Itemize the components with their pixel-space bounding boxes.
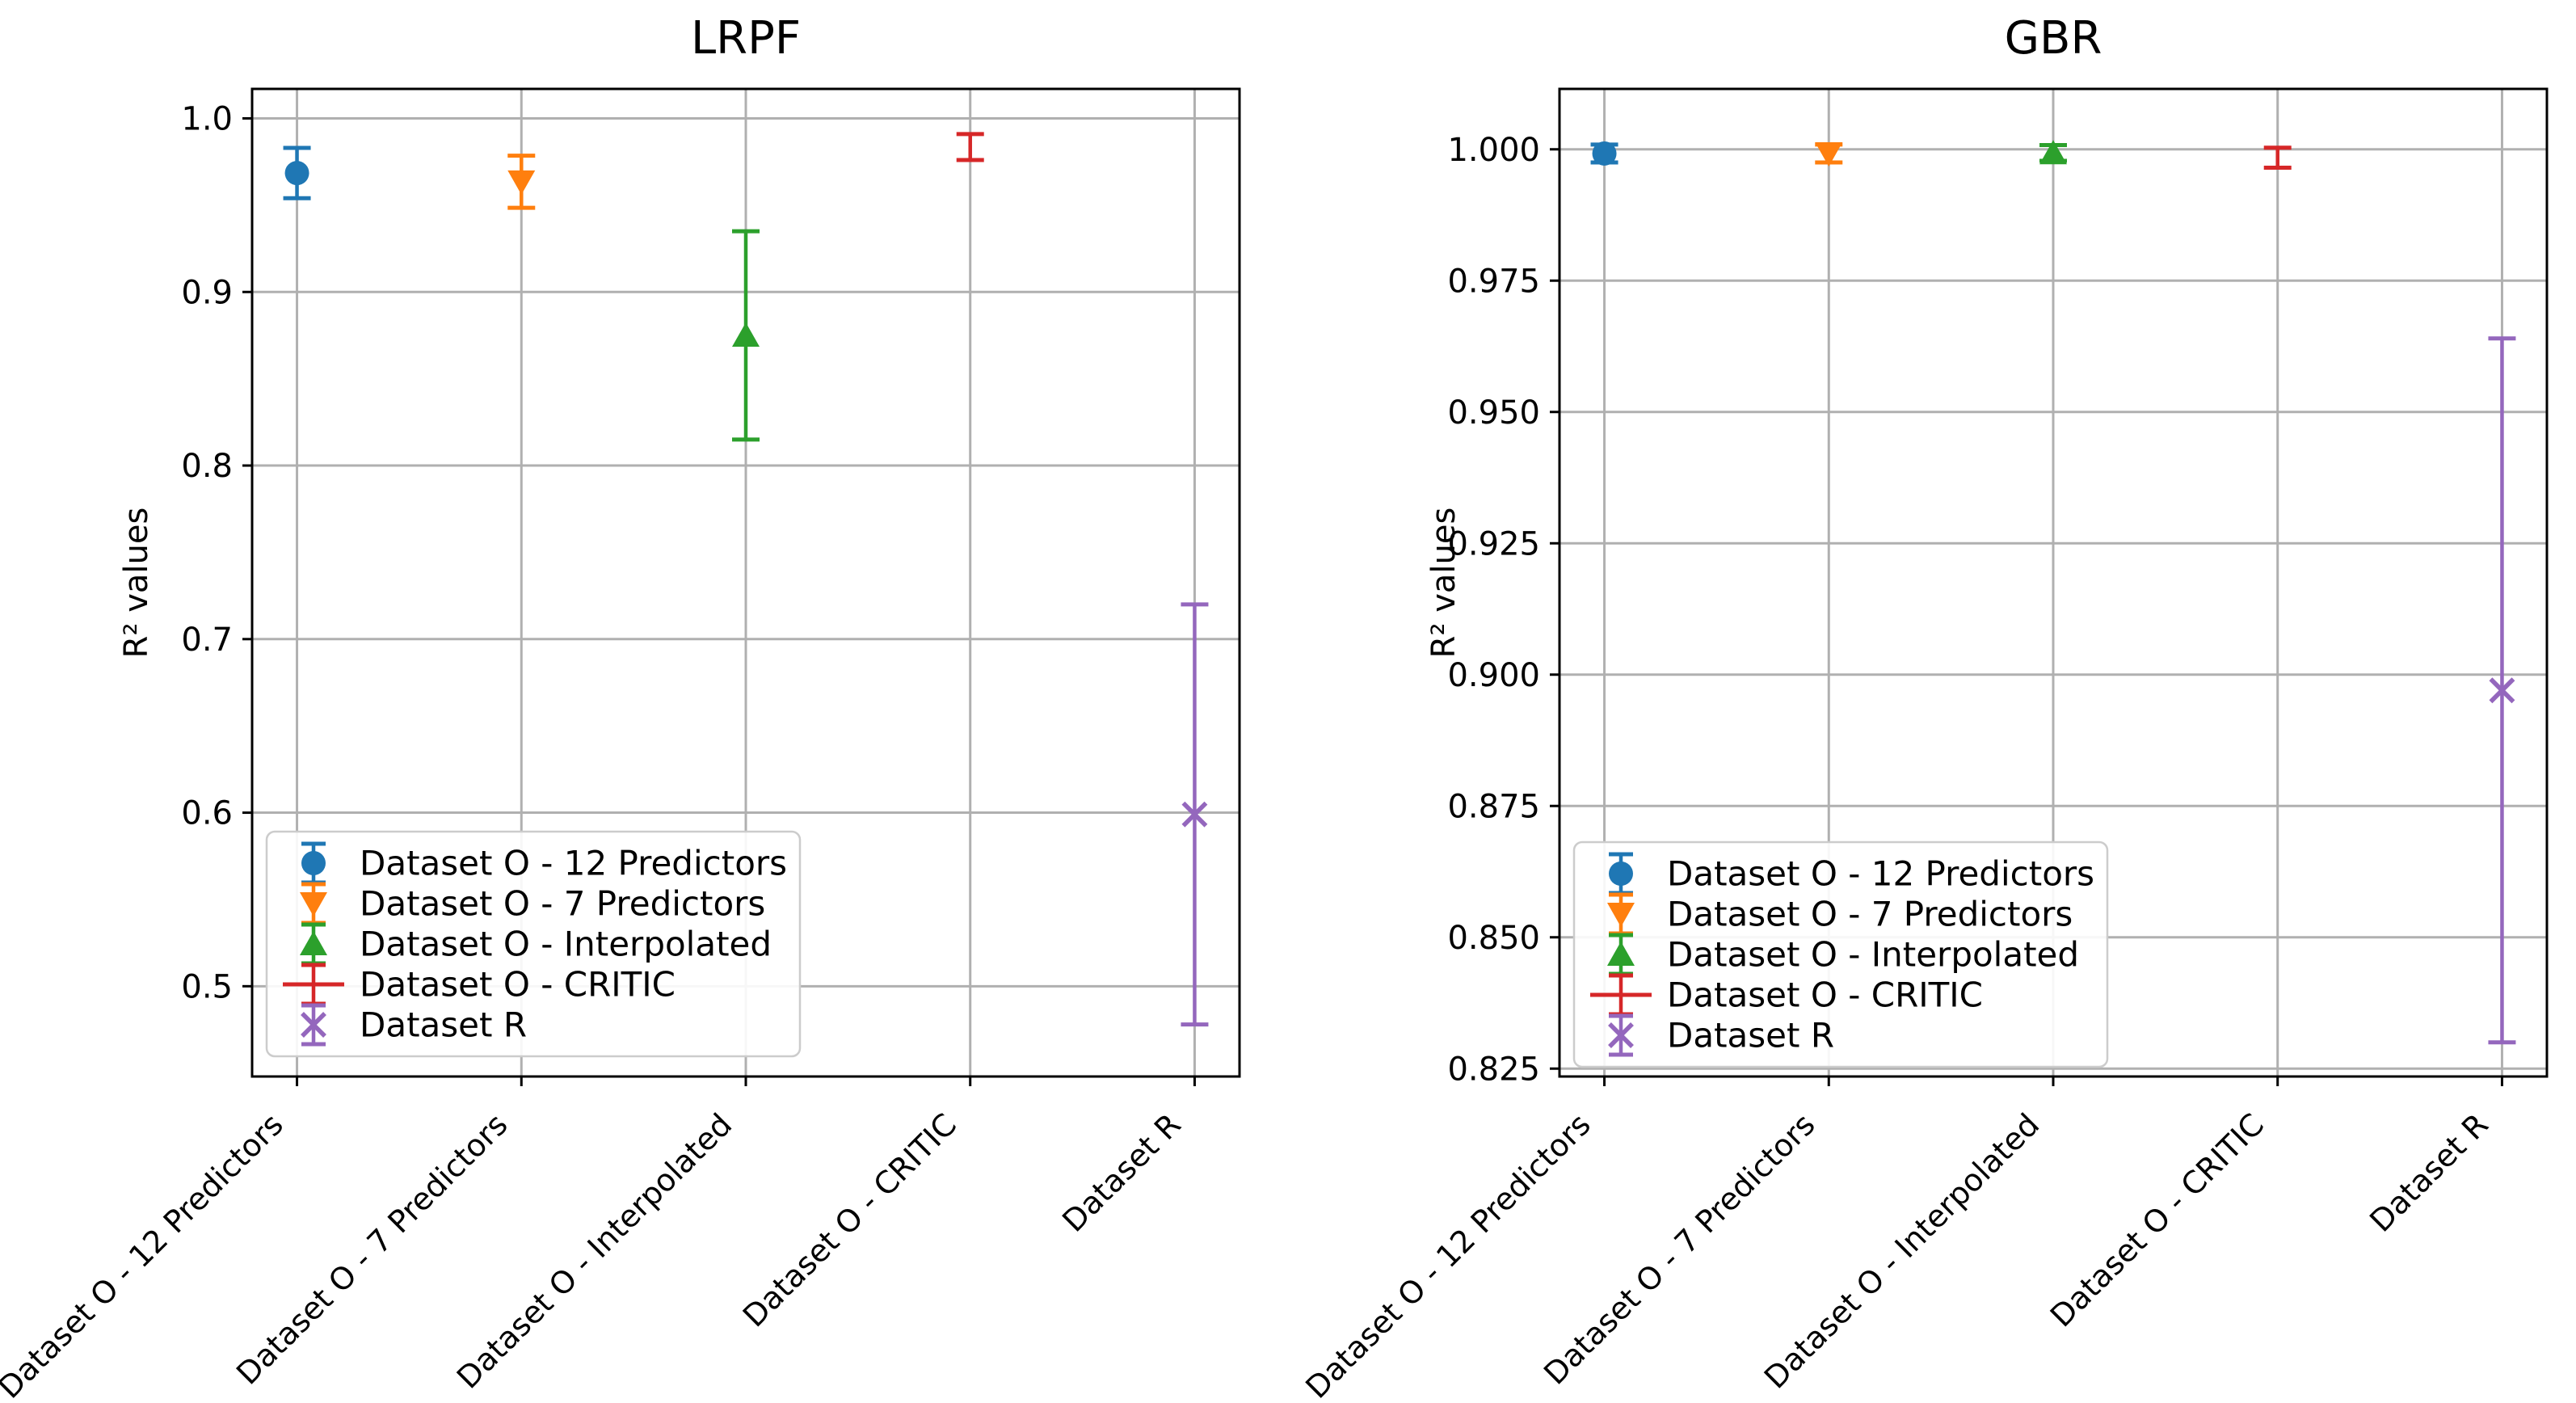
y-tick-label: 0.975 <box>1447 263 1540 300</box>
legend-label: Dataset O - CRITIC <box>360 965 676 1005</box>
x-tick-label: Dataset R <box>2363 1106 2495 1239</box>
legend-entry: Dataset O - CRITIC <box>283 963 676 1006</box>
circle-marker <box>284 161 309 186</box>
legend-entry: Dataset O - 7 Predictors <box>1607 892 2073 936</box>
y-tick-label: 0.900 <box>1447 657 1540 694</box>
y-tick-label: 0.8 <box>181 448 233 485</box>
x-tick-label: Dataset O - CRITIC <box>2044 1106 2271 1333</box>
legend-label: Dataset O - 7 Predictors <box>360 884 765 924</box>
legend-label: Dataset R <box>1667 1016 1834 1055</box>
y-tick-label: 0.9 <box>181 274 233 311</box>
y-tick-label: 0.950 <box>1447 394 1540 432</box>
legend-entry: Dataset O - CRITIC <box>1590 973 1983 1017</box>
legend-entry: Dataset O - 12 Predictors <box>301 841 787 885</box>
y-tick-label: 0.7 <box>181 621 233 659</box>
legend-label: Dataset O - 12 Predictors <box>1667 854 2094 894</box>
legend-entry: Dataset O - Interpolated <box>1607 933 2079 976</box>
x-tick-label: Dataset R <box>1055 1106 1188 1239</box>
legend-label: Dataset O - Interpolated <box>360 925 772 964</box>
legend-label: Dataset O - Interpolated <box>1667 935 2079 975</box>
axes-frame <box>1558 87 2549 1078</box>
circle-marker <box>1592 141 1617 166</box>
chart-title: GBR <box>2005 12 2102 65</box>
data-point-dataset-o-7-predictors <box>1815 141 1843 166</box>
y-axis-label: R² values <box>118 508 155 659</box>
y-tick-label: 0.825 <box>1447 1051 1540 1088</box>
triangle-down-marker <box>1815 141 1843 166</box>
triangle-up-marker <box>2039 140 2067 165</box>
x-marker <box>301 1012 326 1038</box>
data-point-dataset-r <box>1181 602 1209 1027</box>
triangle-down-marker <box>1607 903 1635 927</box>
data-point-dataset-o-interpolated <box>732 229 760 442</box>
data-point-dataset-o-12-predictors <box>1590 141 1618 166</box>
y-tick-label: 0.850 <box>1447 920 1540 957</box>
y-tick-label: 1.000 <box>1447 132 1540 169</box>
y-tick-label: 0.925 <box>1447 525 1540 562</box>
legend-entry: Dataset O - 7 Predictors <box>300 882 765 925</box>
y-tick-label: 0.875 <box>1447 788 1540 825</box>
legend-label: Dataset O - 12 Predictors <box>360 844 787 883</box>
triangle-up-marker <box>732 322 760 347</box>
y-tick-label: 0.6 <box>181 795 233 832</box>
circle-marker <box>1609 862 1633 886</box>
y-axis-label: R² values <box>1425 508 1463 659</box>
data-point-dataset-o-critic <box>956 132 984 162</box>
triangle-up-marker <box>300 931 327 955</box>
data-point-dataset-o-12-predictors <box>283 145 311 200</box>
legend-label: Dataset O - CRITIC <box>1667 975 1983 1015</box>
legend-entry: Dataset R <box>1608 1013 1834 1057</box>
y-tick-label: 1.0 <box>181 101 233 138</box>
triangle-down-marker <box>507 170 536 195</box>
data-point-dataset-o-interpolated <box>2039 140 2067 165</box>
legend-label: Dataset O - 7 Predictors <box>1667 895 2073 934</box>
data-point-dataset-r <box>2488 336 2516 1045</box>
legend-entry: Dataset R <box>301 1003 527 1047</box>
legend-entry: Dataset O - 12 Predictors <box>1609 852 2094 895</box>
subplot-gbr: 1.000 0.975 0.950 0.925 0.900 0.875 0.850 0.825… <box>1299 12 2549 1403</box>
y-tick-label: 0.5 <box>181 968 233 1005</box>
legend-box <box>265 830 802 1058</box>
triangle-up-marker <box>1607 942 1635 966</box>
circle-marker <box>301 851 326 875</box>
subplot-lrpf: 1.0 0.9 0.8 0.7 0.6 0.5 Dataset O - 12 Predict… <box>0 12 1241 1403</box>
data-point-dataset-o-7-predictors <box>507 154 536 210</box>
axes-frame <box>250 87 1241 1078</box>
legend-entry: Dataset O - Interpolated <box>300 922 772 966</box>
legend-box <box>1572 841 2109 1068</box>
data-point-dataset-o-critic <box>2263 145 2292 170</box>
chart-title: LRPF <box>691 12 801 65</box>
x-marker <box>1181 801 1208 828</box>
triangle-down-marker <box>300 892 327 916</box>
x-marker <box>2489 677 2515 704</box>
legend-label: Dataset R <box>360 1005 527 1045</box>
x-tick-label: Dataset O - CRITIC <box>736 1106 963 1333</box>
x-marker <box>1608 1022 1634 1048</box>
